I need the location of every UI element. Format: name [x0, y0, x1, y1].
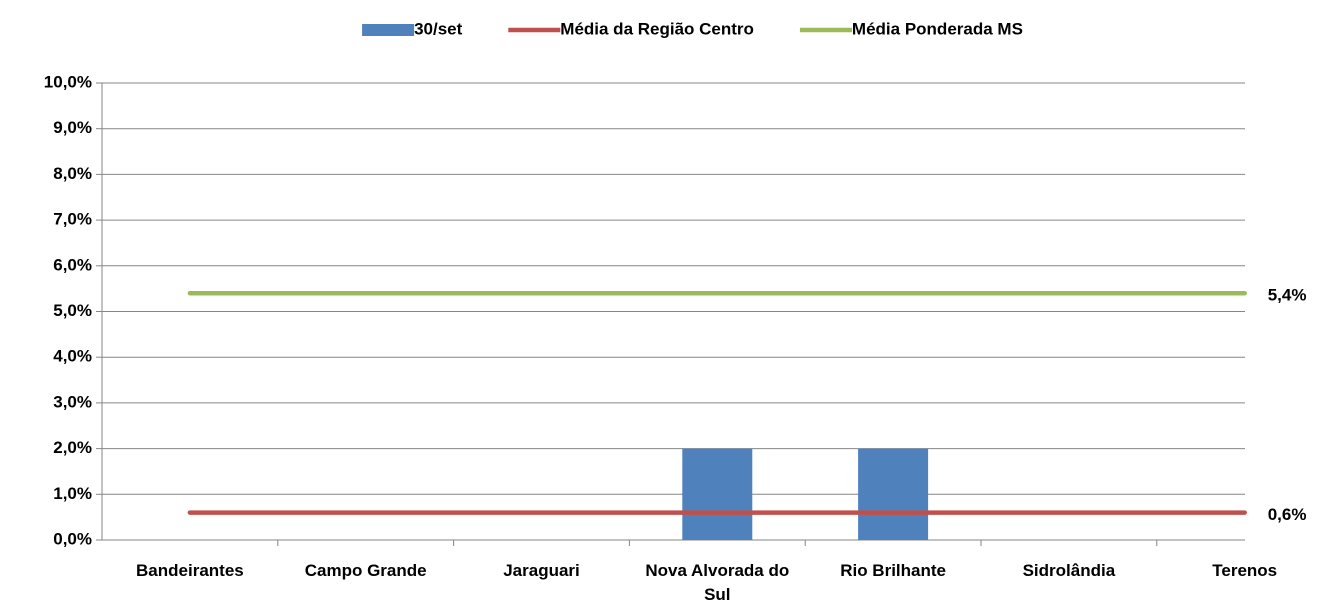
x-tick-label: Campo Grande [304, 561, 427, 580]
x-tick-label: Nova Alvorada do Sul [645, 561, 790, 604]
y-tick-label: 3,0% [53, 392, 92, 411]
data-label: 0,6% [1268, 505, 1307, 524]
y-tick-label: 6,0% [53, 255, 92, 274]
x-tick-label: Jaraguari [503, 561, 580, 580]
data-label: 5,4% [1268, 286, 1307, 305]
legend-label: 30/set [414, 19, 463, 38]
y-tick-label: 1,0% [53, 484, 92, 503]
bar [858, 448, 929, 540]
legend-label: Média da Região Centro [560, 19, 754, 38]
y-tick-label: 5,0% [53, 301, 92, 320]
bar [682, 448, 753, 540]
y-tick-label: 0,0% [53, 529, 92, 548]
y-tick-label: 7,0% [53, 210, 92, 229]
y-tick-label: 2,0% [53, 438, 92, 457]
legend-swatch [362, 24, 415, 36]
x-tick-label: Bandeirantes [136, 561, 244, 580]
x-tick-label: Terenos [1212, 561, 1278, 580]
y-tick-label: 9,0% [53, 118, 92, 137]
y-tick-label: 8,0% [53, 164, 92, 183]
x-tick-label: Sidrolândia [1022, 561, 1116, 580]
legend-label: Média Ponderada MS [852, 19, 1023, 38]
y-tick-label: 4,0% [53, 347, 92, 366]
y-tick-label: 10,0% [44, 72, 92, 91]
x-tick-label: Rio Brilhante [840, 561, 946, 580]
